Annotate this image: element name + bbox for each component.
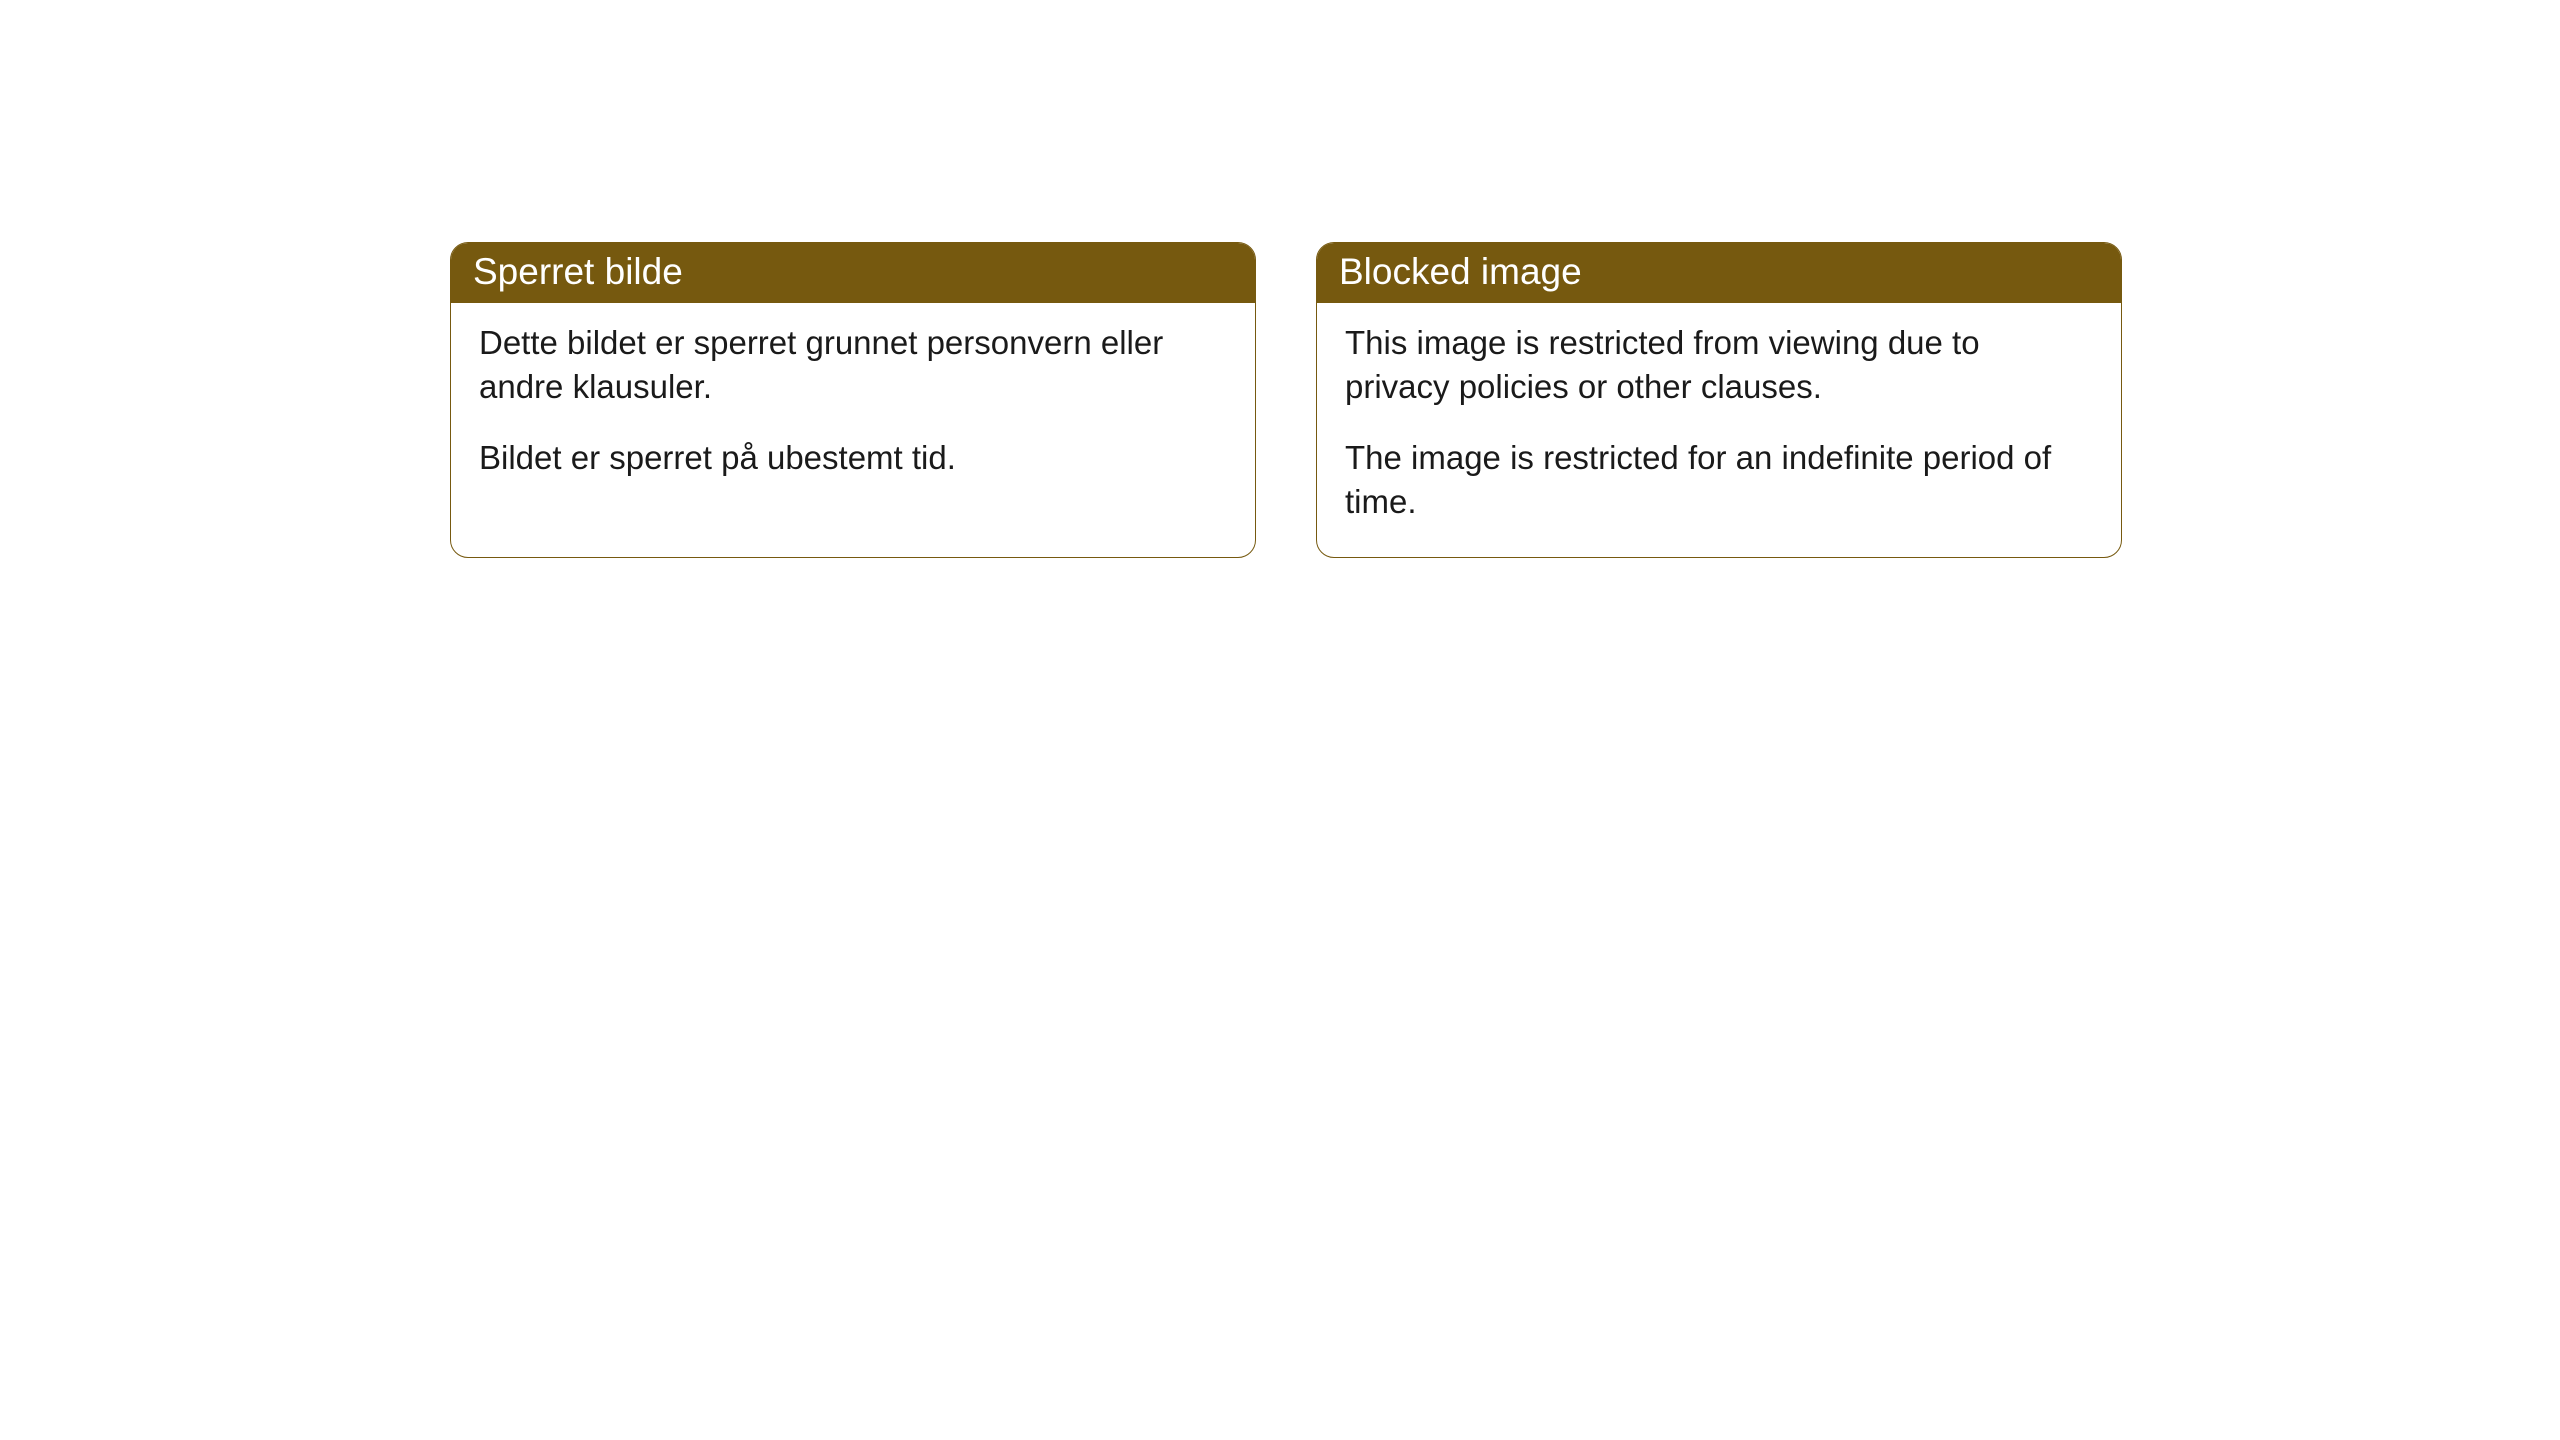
card-paragraph-1-norwegian: Dette bildet er sperret grunnet personve… [479,321,1227,408]
notice-cards-container: Sperret bilde Dette bildet er sperret gr… [0,0,2560,558]
card-paragraph-2-norwegian: Bildet er sperret på ubestemt tid. [479,436,1227,480]
card-body-english: This image is restricted from viewing du… [1317,303,2121,557]
card-paragraph-2-english: The image is restricted for an indefinit… [1345,436,2093,523]
blocked-image-card-english: Blocked image This image is restricted f… [1316,242,2122,558]
card-paragraph-1-english: This image is restricted from viewing du… [1345,321,2093,408]
card-title-english: Blocked image [1317,243,2121,303]
card-body-norwegian: Dette bildet er sperret grunnet personve… [451,303,1255,514]
card-title-norwegian: Sperret bilde [451,243,1255,303]
blocked-image-card-norwegian: Sperret bilde Dette bildet er sperret gr… [450,242,1256,558]
